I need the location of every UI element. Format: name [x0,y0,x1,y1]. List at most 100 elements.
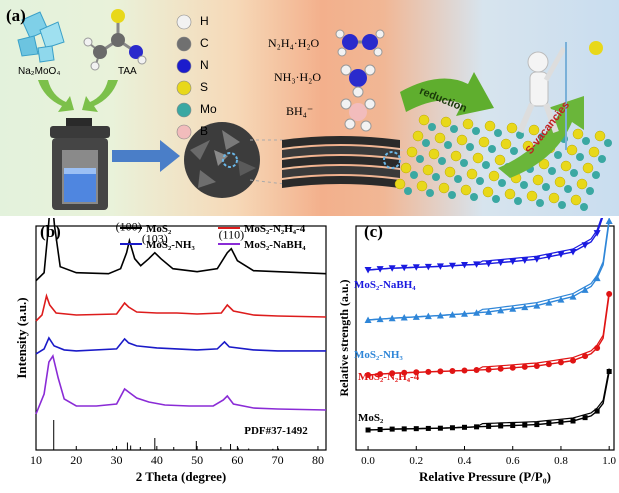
atom-legend-c-dot [176,36,192,52]
isotherm-data-point [424,263,432,271]
lattice-s-atom [488,170,500,182]
xrd-series-line [35,336,326,355]
panel-a-label: (a) [6,6,26,25]
lattice-mo-atom [426,189,434,197]
xrd-x-tick-label: 10 [30,453,42,467]
isotherm-data-point [509,258,517,265]
isotherm-data-point [485,260,493,268]
lattice-s-atom [560,160,572,172]
lattice-s-atom [528,124,540,136]
atom-legend [176,14,192,140]
atom-legend-c-label: C [200,36,209,50]
lattice-s-atom [594,130,606,142]
isotherm-series-label: MoS₂ [358,412,384,424]
isotherm-data-point [557,359,564,366]
isotherm-data-point [486,423,492,429]
lattice-s-atom [462,118,474,130]
layered-mos2-sheets-icon [282,136,441,188]
isotherm-data-point [605,217,613,224]
isotherm-desorption-line [368,368,610,431]
lattice-s-atom [416,180,428,192]
isotherm-data-point [569,249,577,256]
isotherm-data-point [449,367,456,374]
isotherm-data-point [389,370,396,377]
isotherm-series-label: MoS₂-NH₃ [354,349,403,361]
lattice-mo-atom [542,183,550,191]
lattice-s-atom [434,132,446,144]
xrd-x-axis-label: 2 Theta (degree) [136,469,227,484]
green-down-arrows-icon [38,80,118,112]
isotherm-data-point [413,369,420,376]
isotherm-data-point [545,253,553,261]
isotherm-data-point [485,366,492,373]
atom-legend-h-label: H [200,14,209,28]
isotherm-data-point [509,305,517,312]
isotherm-data-point [594,408,600,414]
isotherm-data-point [509,364,516,371]
isotherm-data-point [412,313,420,320]
lattice-s-atom [400,162,412,174]
isotherm-x-tick-label: 0.2 [409,455,423,467]
xrd-series-line [35,354,327,415]
isotherm-data-point [388,265,396,272]
na2moo4-label: Na₂MoO₄ [18,66,61,77]
isotherm-data-point [413,426,419,432]
panel-a-schematic: (a) Na₂MoO₄ TAA H C N S Mo B N₂H₄·H₂O NH₃·H₂O… [0,0,619,216]
lattice-s-atom [506,122,518,134]
lattice-s-atom [440,116,452,128]
isotherm-y-axis-label: Relative strength (a.u.) [337,279,351,396]
isotherm-data-point [606,291,613,297]
panel-c-label: (c) [364,222,383,241]
isotherm-x-tick-label: 1.0 [602,455,616,467]
lattice-s-atom [450,150,462,162]
xrd-x-tick-label: 50 [191,453,203,467]
lattice-mo-atom [510,147,518,155]
isotherm-data-point [545,361,552,368]
lattice-mo-atom [548,167,556,175]
lattice-mo-atom [438,157,446,165]
isotherm-data-point [473,367,480,374]
lattice-mo-atom [580,203,588,211]
lattice-s-atom [438,182,450,194]
isotherm-data-point [388,314,396,322]
panel-b-label: (b) [40,222,61,241]
lattice-s-atom [482,186,494,198]
isotherm-data-point [497,259,505,267]
atom-legend-mo-dot [176,102,192,118]
xrd-x-tick-label: 20 [70,453,82,467]
panel-a-illustration [17,9,612,211]
isotherm-data-point [424,312,432,320]
mos2-nanoflower-icon [184,122,286,198]
isotherm-data-point [401,426,407,432]
blue-right-arrow-icon [112,140,180,172]
xrd-peak-label: (103) [142,232,168,246]
xrd-plot-frame [35,225,327,451]
isotherm-data-point [533,256,541,263]
isotherm-desorption-line [368,290,610,376]
isotherm-x-tick-label: 0.0 [361,455,375,467]
isotherm-data-point [533,302,541,309]
lattice-s-atom [428,148,440,160]
atom-legend-s-label: S [200,80,209,94]
atom-legend-s-dot [176,80,192,96]
lattice-s-atom [412,130,424,142]
isotherm-data-point [400,264,408,272]
lattice-s-atom [418,114,430,126]
lattice-s-atom [582,162,594,174]
lattice-mo-atom [492,195,500,203]
isotherm-series-label: MoS₂-N₂H₄-4 [358,371,420,383]
isotherm-data-point [497,306,505,314]
lattice-mo-atom [470,193,478,201]
lattice-s-atom [572,128,584,140]
isotherm-data-point [582,353,589,360]
isotherm-data-point [365,372,372,378]
isotherm-data-point [521,363,528,370]
isotherm-data-point [581,286,589,293]
lattice-mo-atom [444,141,452,149]
lattice-mo-atom [536,199,544,207]
lattice-s-atom [394,178,406,190]
lattice-s-atom [548,192,560,204]
lattice-s-atom [422,164,434,176]
xrd-y-axis-label: Intensity (a.u.) [14,297,29,378]
lattice-mo-atom [450,125,458,133]
